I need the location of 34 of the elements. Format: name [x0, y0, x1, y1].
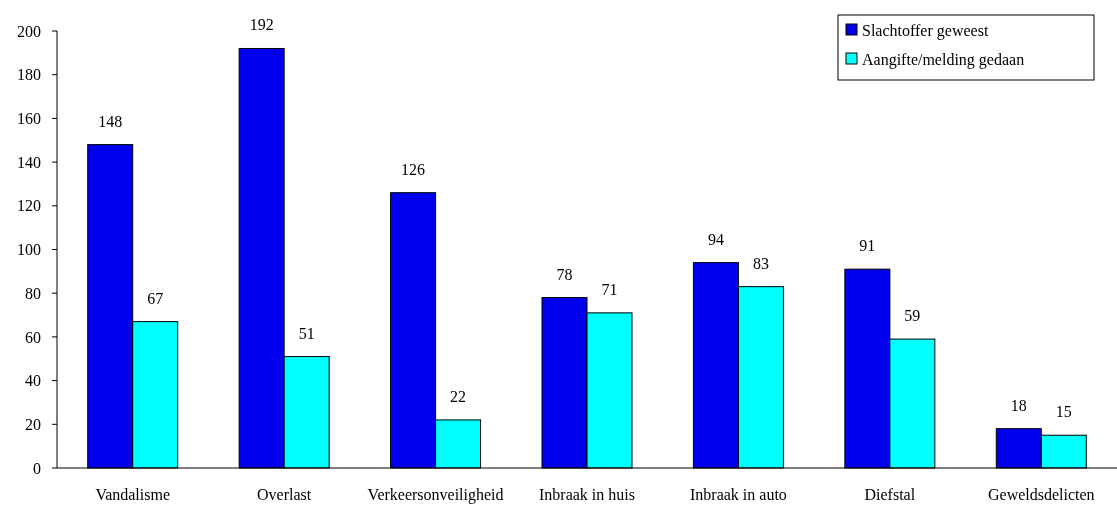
data-label: 22	[450, 387, 467, 405]
x-tick-label: Diefstal	[864, 486, 916, 503]
data-label: 148	[98, 112, 123, 130]
x-tick-label: Inbraak in huis	[539, 486, 635, 503]
data-label: 67	[147, 289, 164, 307]
data-label: 18	[1010, 396, 1027, 414]
data-label: 15	[1055, 403, 1072, 421]
x-tick-label: Geweldsdelicten	[987, 486, 1095, 503]
data-label: 126	[401, 160, 426, 178]
data-label: 192	[249, 16, 274, 34]
y-tick-label: 140	[17, 153, 41, 171]
x-tick-label: Vandalisme	[95, 486, 171, 503]
data-label: 78	[556, 265, 573, 283]
y-tick-label: 120	[17, 197, 41, 215]
legend-label: Slachtoffer geweest	[862, 21, 989, 40]
data-label: 94	[707, 230, 724, 248]
x-tick-label: Verkeersonveiligheid	[367, 486, 504, 504]
data-label: 51	[298, 324, 315, 342]
x-tick-label: Inbraak in auto	[690, 486, 787, 503]
y-tick-label: 180	[17, 66, 41, 84]
y-tick-label: 160	[17, 110, 41, 127]
y-tick-label: 0	[33, 459, 41, 477]
data-label: 83	[752, 254, 769, 272]
y-tick-label: 60	[25, 328, 41, 346]
y-tick-label: 40	[25, 372, 41, 390]
y-tick-label: 80	[25, 284, 41, 302]
y-tick-label: 100	[17, 241, 41, 259]
y-tick-label: 20	[25, 415, 41, 433]
y-tick-label: 200	[17, 22, 41, 40]
data-label: 59	[904, 307, 921, 325]
data-label: 71	[601, 280, 618, 298]
x-tick-label: Overlast	[257, 486, 312, 503]
data-label: 91	[859, 237, 876, 255]
legend-label: Aangifte/melding gedaan	[862, 50, 1025, 69]
